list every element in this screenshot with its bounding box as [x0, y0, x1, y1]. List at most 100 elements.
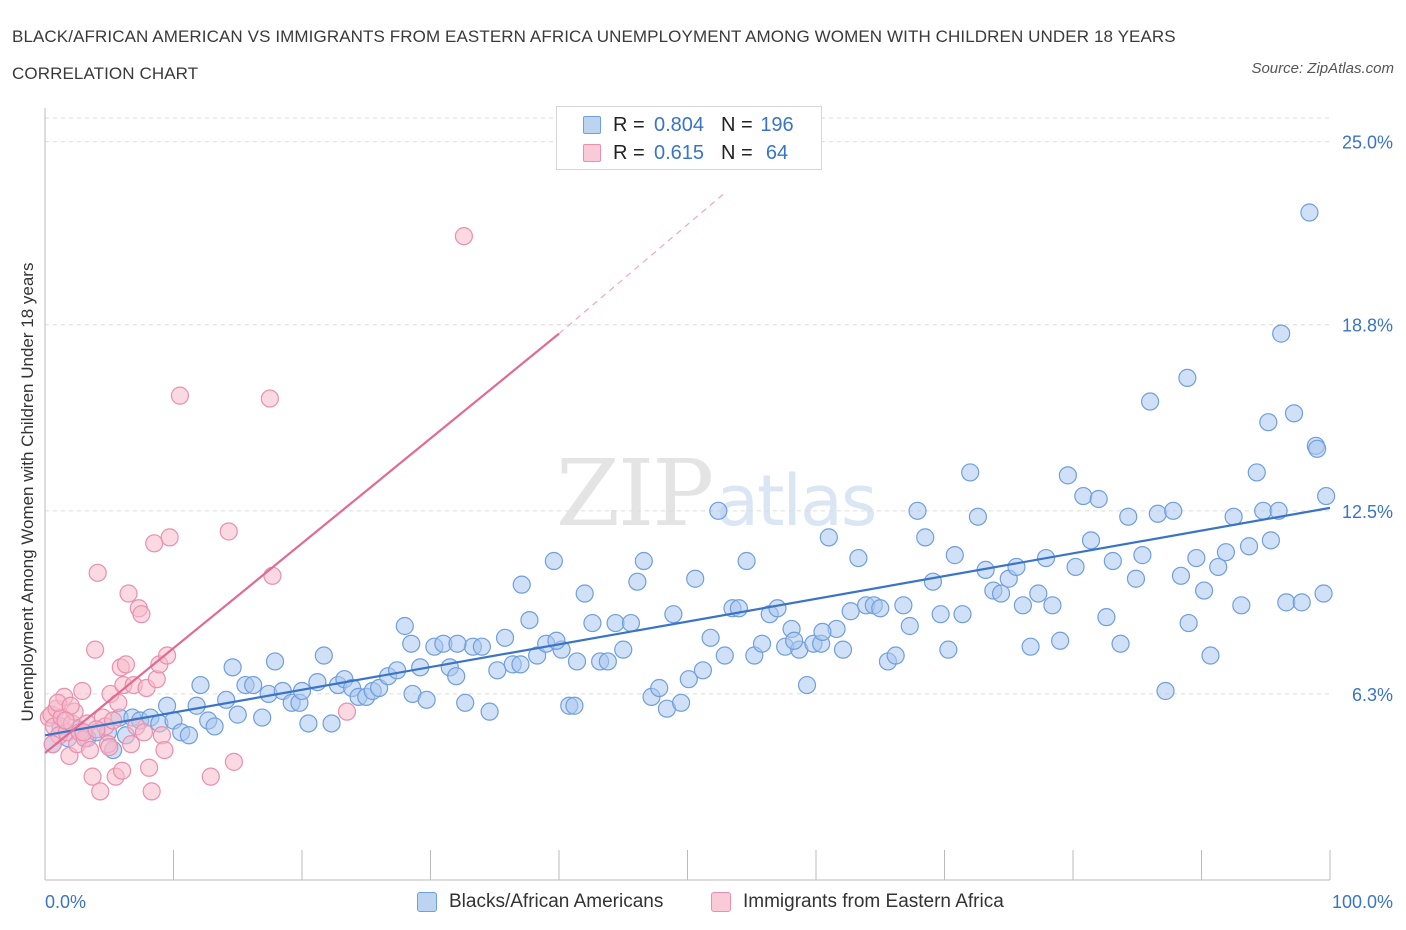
- point-immigrants: [155, 740, 174, 760]
- x-tick-label: 0.0%: [45, 892, 86, 912]
- point-immigrants: [104, 711, 123, 730]
- legend-swatch-blue: [583, 116, 601, 134]
- point-blacks: [447, 667, 466, 686]
- point-blacks: [395, 616, 414, 636]
- trend-line-immigrants-extension: [558, 191, 727, 335]
- point-blacks: [1292, 593, 1311, 612]
- point-blacks: [1300, 203, 1319, 222]
- stats-legend: R = 0.804 N = 196 R = 0.615 N = 64: [556, 106, 822, 170]
- point-blacks: [1216, 543, 1236, 562]
- point-blacks: [1314, 584, 1333, 603]
- point-blacks: [1097, 608, 1116, 627]
- point-blacks: [253, 708, 272, 727]
- point-blacks: [495, 628, 515, 647]
- point-blacks: [871, 599, 890, 618]
- point-blacks: [1089, 489, 1108, 509]
- point-blacks: [686, 569, 705, 588]
- point-blacks: [191, 675, 210, 695]
- point-blacks: [1284, 404, 1304, 423]
- point-blacks: [314, 646, 333, 665]
- point-blacks: [1029, 584, 1048, 603]
- point-blacks: [1317, 486, 1336, 506]
- point-immigrants: [88, 563, 107, 582]
- point-blacks: [606, 613, 625, 633]
- point-blacks: [520, 610, 539, 630]
- point-blacks: [565, 696, 584, 715]
- point-blacks: [1119, 507, 1138, 526]
- point-blacks: [1171, 566, 1191, 585]
- legend-row-immigrants: R = 0.615 N = 64: [583, 141, 797, 165]
- point-blacks: [945, 546, 964, 565]
- point-blacks: [1269, 501, 1288, 520]
- point-immigrants: [80, 740, 100, 760]
- point-blacks: [1081, 531, 1101, 550]
- point-blacks: [628, 572, 647, 591]
- legend-n-label: N =: [721, 113, 753, 136]
- point-blacks: [417, 690, 436, 709]
- point-blacks: [1254, 501, 1273, 520]
- point-blacks: [1111, 634, 1130, 653]
- point-immigrants: [134, 723, 154, 742]
- point-blacks: [1013, 596, 1032, 615]
- point-blacks: [244, 675, 263, 695]
- bottom-legend-blacks[interactable]: Blacks/African Americans: [417, 890, 663, 914]
- trend-lines: [44, 191, 1331, 754]
- tick-labels: 6.3% 12.5% 18.8% 25.0% 0.0% 100.0%: [45, 133, 1393, 912]
- point-immigrants: [152, 726, 172, 745]
- point-blacks: [650, 678, 669, 698]
- point-blacks: [179, 726, 199, 745]
- point-blacks: [849, 548, 868, 568]
- point-blacks: [1133, 546, 1152, 565]
- point-blacks: [387, 661, 407, 680]
- point-blacks: [664, 605, 683, 624]
- point-immigrants: [145, 534, 164, 553]
- point-blacks: [614, 640, 633, 659]
- point-blacks: [833, 640, 853, 659]
- point-blacks: [1209, 557, 1228, 577]
- point-blacks: [797, 675, 817, 695]
- point-blacks: [456, 693, 475, 712]
- point-immigrants: [73, 681, 92, 701]
- point-blacks: [265, 652, 285, 671]
- point-immigrants: [43, 735, 62, 754]
- point-blacks: [1148, 504, 1167, 523]
- point-blacks: [598, 652, 617, 671]
- point-blacks: [1201, 646, 1220, 665]
- point-blacks: [1259, 413, 1278, 432]
- point-immigrants: [119, 584, 138, 603]
- point-blacks: [923, 572, 943, 591]
- point-immigrants: [91, 782, 110, 801]
- point-blacks: [512, 575, 531, 594]
- point-blacks: [621, 613, 641, 633]
- point-blacks: [1178, 368, 1197, 388]
- point-immigrants: [112, 761, 132, 780]
- point-immigrants: [86, 640, 105, 659]
- point-blacks: [701, 628, 720, 647]
- y-tick-label: 6.3%: [1352, 685, 1393, 705]
- data-series: [39, 203, 1336, 801]
- point-blacks: [1239, 537, 1259, 556]
- point-blacks: [900, 616, 919, 636]
- point-blacks: [402, 634, 421, 653]
- point-blacks: [1179, 613, 1198, 633]
- point-blacks: [968, 507, 988, 526]
- point-immigrants: [224, 752, 243, 771]
- point-blacks: [634, 551, 653, 571]
- point-blacks: [1074, 486, 1093, 506]
- point-immigrants: [263, 566, 282, 585]
- point-blacks: [671, 693, 691, 712]
- point-blacks: [544, 551, 563, 571]
- point-blacks: [228, 705, 247, 724]
- chart-title: BLACK/AFRICAN AMERICAN VS IMMIGRANTS FRO…: [12, 27, 1176, 83]
- y-tick-label: 18.8%: [1342, 316, 1393, 336]
- y-tick-label: 25.0%: [1342, 133, 1393, 153]
- point-blacks: [715, 646, 734, 665]
- point-blacks: [931, 605, 950, 624]
- point-blacks: [1187, 548, 1206, 568]
- point-blacks: [1043, 596, 1062, 615]
- point-immigrants: [100, 737, 119, 757]
- legend-r-label: R =: [613, 113, 645, 136]
- bottom-legend-immigrants[interactable]: Immigrants from Eastern Africa: [711, 890, 1004, 914]
- point-blacks: [299, 714, 318, 733]
- point-blacks: [223, 658, 242, 677]
